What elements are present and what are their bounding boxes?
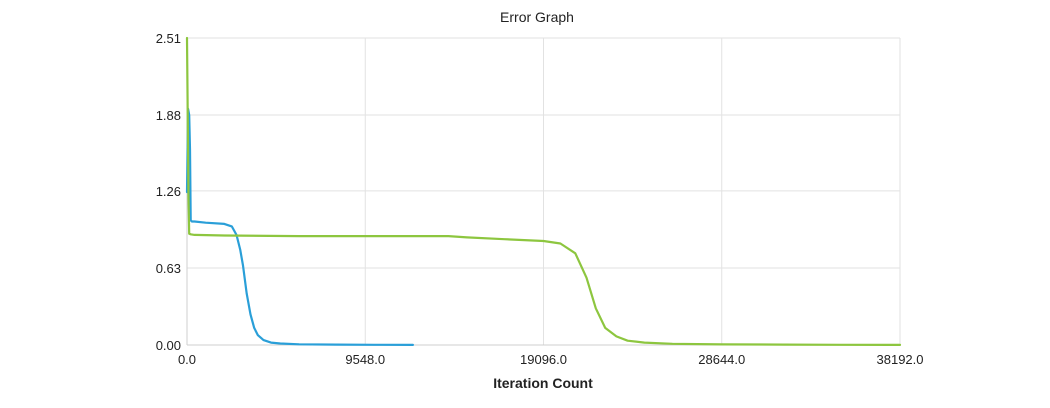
- x-tick-label: 28644.0: [698, 352, 745, 367]
- tick-labels: 0.00 0.63 1.26 1.88 2.51 0.0 9548.0 19096.0 2864…: [156, 31, 924, 367]
- y-tick-label: 2.51: [156, 31, 181, 46]
- x-tick-label: 9548.0: [345, 352, 385, 367]
- x-axis-label: Iteration Count: [493, 375, 593, 391]
- x-tick-label: 19096.0: [520, 352, 567, 367]
- y-tick-label: 1.26: [156, 184, 181, 199]
- grid-lines: [187, 37, 901, 345]
- y-tick-label: 1.88: [156, 108, 181, 123]
- series-line-1: [185, 107, 414, 346]
- x-tick-label: 38192.0: [877, 352, 924, 367]
- x-tick-label: 0.0: [178, 352, 196, 367]
- series-line-2: [185, 36, 902, 346]
- y-tick-label: 0.63: [156, 261, 181, 276]
- y-tick-label: 0.00: [156, 338, 181, 353]
- series-layer: [185, 36, 902, 346]
- chart-title: Error Graph: [500, 9, 574, 25]
